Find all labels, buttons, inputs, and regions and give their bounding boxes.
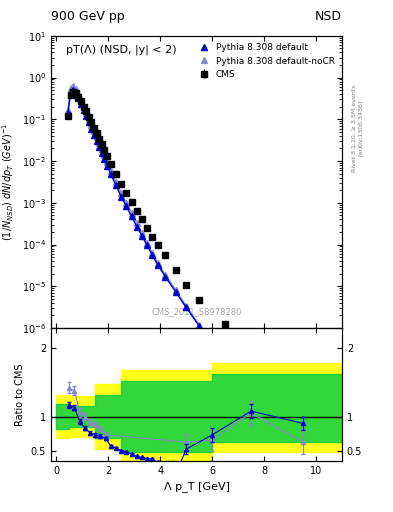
Pythia 8.308 default-noCR xyxy=(184,303,189,309)
Pythia 8.308 default-noCR xyxy=(97,140,101,146)
Pythia 8.308 default xyxy=(134,223,139,229)
Pythia 8.308 default xyxy=(68,90,73,96)
Pythia 8.308 default-noCR xyxy=(102,152,107,158)
Pythia 8.308 default xyxy=(76,95,81,101)
Text: 900 GeV pp: 900 GeV pp xyxy=(51,10,125,23)
Pythia 8.308 default-noCR xyxy=(86,116,91,122)
Pythia 8.308 default xyxy=(129,214,134,220)
Pythia 8.308 default xyxy=(140,233,144,239)
Pythia 8.308 default-noCR xyxy=(145,240,149,246)
Pythia 8.308 default-noCR xyxy=(262,389,266,395)
Pythia 8.308 default xyxy=(262,390,266,396)
Pythia 8.308 default-noCR xyxy=(68,86,73,92)
Line: Pythia 8.308 default-noCR: Pythia 8.308 default-noCR xyxy=(65,83,319,430)
Pythia 8.308 default xyxy=(81,107,86,113)
Pythia 8.308 default-noCR xyxy=(81,103,86,110)
Y-axis label: $(1/N_{NSD})$ $dN/dp_T$ $(GeV)^{-1}$: $(1/N_{NSD})$ $dN/dp_T$ $(GeV)^{-1}$ xyxy=(1,123,17,241)
Pythia 8.308 default-noCR xyxy=(79,97,83,103)
Pythia 8.308 default xyxy=(184,305,189,311)
Pythia 8.308 default-noCR xyxy=(223,352,228,358)
Pythia 8.308 default-noCR xyxy=(99,146,104,153)
Pythia 8.308 default xyxy=(94,137,99,143)
Pythia 8.308 default xyxy=(84,113,88,119)
Pythia 8.308 default-noCR xyxy=(114,179,118,185)
Pythia 8.308 default xyxy=(105,162,109,168)
Pythia 8.308 default-noCR xyxy=(155,260,160,266)
Pythia 8.308 default xyxy=(89,125,94,132)
X-axis label: Λ p_T [GeV]: Λ p_T [GeV] xyxy=(163,481,230,492)
Pythia 8.308 default xyxy=(150,252,155,258)
Text: CMS_2011_S8978280: CMS_2011_S8978280 xyxy=(151,307,242,316)
Pythia 8.308 default xyxy=(114,182,118,188)
Pythia 8.308 default xyxy=(173,289,178,295)
Text: pT(Λ) (NSD, |y| < 2): pT(Λ) (NSD, |y| < 2) xyxy=(66,45,176,55)
Pythia 8.308 default xyxy=(102,156,107,162)
Pythia 8.308 default xyxy=(145,242,149,248)
Line: Pythia 8.308 default: Pythia 8.308 default xyxy=(65,88,319,431)
Pythia 8.308 default-noCR xyxy=(134,220,139,226)
Pythia 8.308 default-noCR xyxy=(66,106,70,113)
Pythia 8.308 default xyxy=(108,172,113,178)
Pythia 8.308 default xyxy=(97,144,101,150)
Text: Rivet 3.1.10, ≥ 3.5M events: Rivet 3.1.10, ≥ 3.5M events xyxy=(352,84,357,172)
Pythia 8.308 default xyxy=(197,323,202,329)
Pythia 8.308 default xyxy=(73,90,78,96)
Legend: Pythia 8.308 default, Pythia 8.308 default-noCR, CMS: Pythia 8.308 default, Pythia 8.308 defau… xyxy=(195,40,338,82)
Pythia 8.308 default-noCR xyxy=(108,168,113,174)
Pythia 8.308 default-noCR xyxy=(314,424,318,430)
Pythia 8.308 default xyxy=(99,150,104,156)
Pythia 8.308 default xyxy=(163,273,168,280)
Pythia 8.308 default-noCR xyxy=(105,159,109,165)
Pythia 8.308 default xyxy=(86,119,91,125)
Pythia 8.308 default xyxy=(223,353,228,359)
Pythia 8.308 default xyxy=(119,194,123,200)
Pythia 8.308 default-noCR xyxy=(89,122,94,128)
Pythia 8.308 default xyxy=(66,110,70,116)
Pythia 8.308 default-noCR xyxy=(73,87,78,93)
Pythia 8.308 default xyxy=(314,425,318,431)
Pythia 8.308 default-noCR xyxy=(84,110,88,116)
Pythia 8.308 default-noCR xyxy=(129,210,134,216)
Pythia 8.308 default xyxy=(124,203,129,209)
Pythia 8.308 default-noCR xyxy=(140,230,144,237)
Pythia 8.308 default-noCR xyxy=(150,250,155,256)
Pythia 8.308 default-noCR xyxy=(163,271,168,278)
Text: [arXiv:1306.3436]: [arXiv:1306.3436] xyxy=(358,100,363,156)
Pythia 8.308 default xyxy=(155,262,160,268)
Pythia 8.308 default-noCR xyxy=(119,190,123,196)
Text: NSD: NSD xyxy=(315,10,342,23)
Pythia 8.308 default-noCR xyxy=(71,83,75,89)
Pythia 8.308 default xyxy=(92,132,96,138)
Pythia 8.308 default-noCR xyxy=(92,128,96,134)
Y-axis label: Ratio to CMS: Ratio to CMS xyxy=(15,363,25,425)
Pythia 8.308 default-noCR xyxy=(197,322,202,328)
Pythia 8.308 default-noCR xyxy=(124,200,129,206)
Pythia 8.308 default xyxy=(71,87,75,93)
Pythia 8.308 default-noCR xyxy=(76,91,81,97)
Pythia 8.308 default xyxy=(79,101,83,107)
Pythia 8.308 default-noCR xyxy=(173,287,178,293)
Pythia 8.308 default-noCR xyxy=(94,134,99,140)
